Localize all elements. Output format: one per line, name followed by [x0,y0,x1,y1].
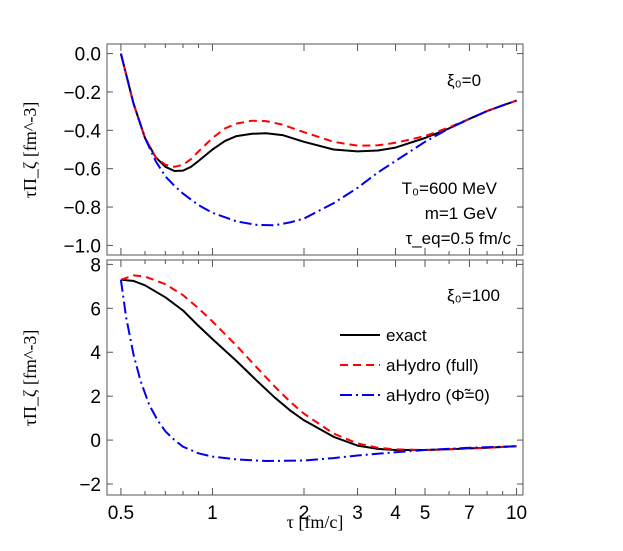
mass-annotation: m=1 GeV [425,204,498,223]
xtick-label: 5 [420,503,431,524]
x-ticks: 0.5 1 2 3 4 5 7 10 [108,44,527,524]
bottom-xi-annotation: ξ₀=100 [447,286,500,305]
bottom-ytick-label: −2 [79,475,101,496]
T0-annotation: T₀=600 MeV [402,179,498,198]
xtick-label: 3 [352,503,363,524]
bottom-ytick-label: 8 [90,255,101,276]
top-panel-frame [106,43,524,256]
bottom-panel-frame [106,259,524,496]
top-ytick-label: 0.0 [75,45,101,66]
top-series [119,53,517,227]
legend: exact aHydro (full) aHydro (Φ̃=0) [340,326,490,405]
legend-label-full: aHydro (full) [386,356,479,375]
legend-label-phi0: aHydro (Φ̃=0) [386,386,490,405]
top-y-axis-title: τΠ_ζ [fm^-3] [20,102,40,199]
legend-label-exact: exact [386,326,427,345]
bottom-series-ahydro-0 [119,279,517,462]
bottom-ytick-label: 0 [90,431,101,452]
top-y-ticks: 0.0 −0.2 −0.4 −0.6 −0.8 −1.0 [63,45,523,257]
top-ytick-label: −0.8 [63,198,101,219]
tau-eq-annotation: τ_eq=0.5 fm/c [406,229,512,248]
bottom-ytick-label: 2 [90,387,101,408]
top-series-ahydro-full [119,53,517,168]
top-series-exact [119,53,517,172]
top-ytick-label: −0.6 [63,160,101,181]
x-axis-title: τ [fm/c] [287,512,344,532]
top-y-axis-title-text: τΠ_ζ [fm^-3] [20,102,40,199]
bottom-y-ticks: 8 6 4 2 0 −2 [79,255,523,496]
xtick-label: 10 [506,503,527,524]
xtick-label: 0.5 [108,503,134,524]
xtick-label: 1 [207,503,218,524]
xtick-label: 4 [390,503,401,524]
top-ytick-label: −0.4 [63,121,101,142]
top-xi-annotation: ξ₀=0 [447,71,481,90]
bottom-y-axis-title: τΠ_ζ [fm^-3] [20,330,40,427]
bottom-series [119,274,517,462]
top-ytick-label: −1.0 [63,236,101,257]
xtick-label: 2 [299,503,310,524]
bottom-ytick-label: 4 [90,343,101,364]
bottom-ytick-label: 6 [90,299,101,320]
xtick-label: 7 [464,503,475,524]
bottom-y-axis-title-text: τΠ_ζ [fm^-3] [20,330,40,427]
top-ytick-label: −0.2 [63,83,101,104]
